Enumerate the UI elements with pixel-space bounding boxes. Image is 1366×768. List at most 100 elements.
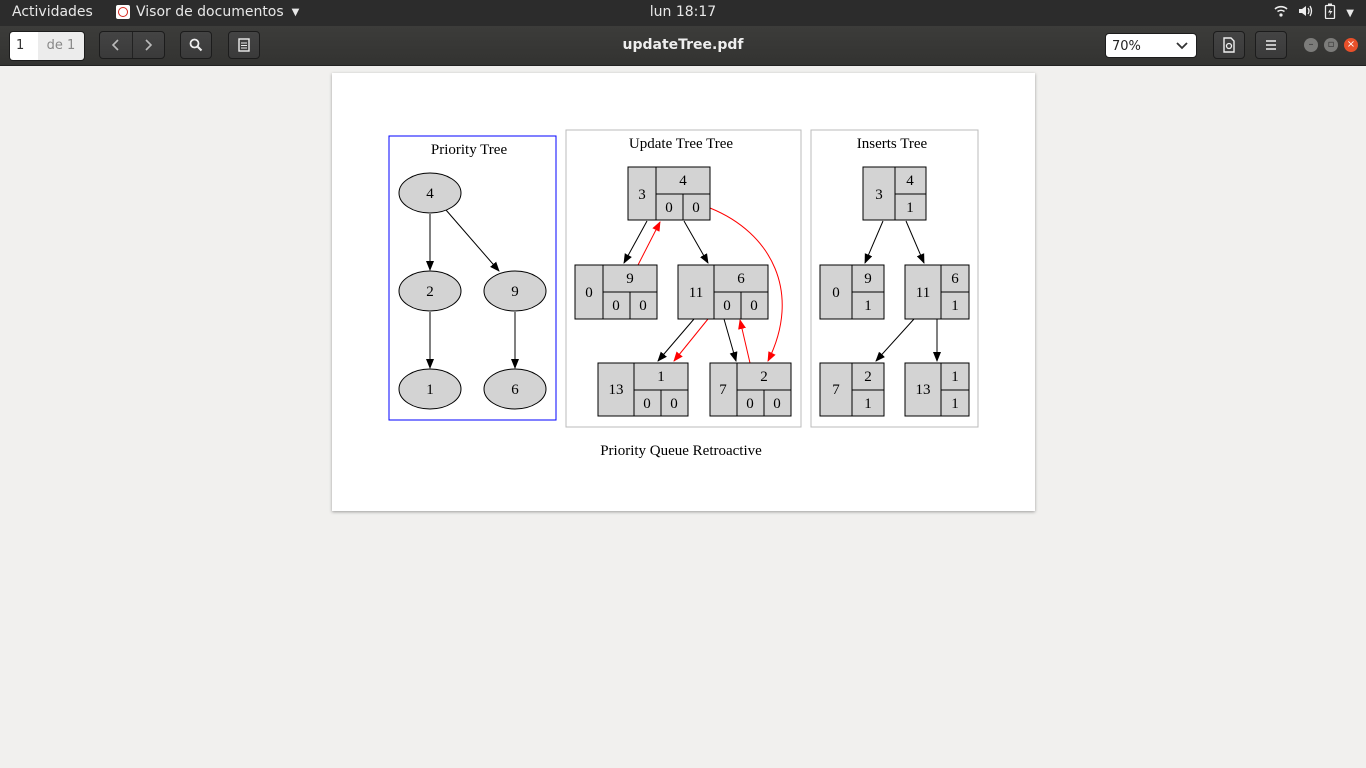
update-edge xyxy=(709,207,783,362)
record-node: 13 1 0 0 xyxy=(597,362,689,417)
node-key: 7 xyxy=(719,382,727,398)
node-field: 0 xyxy=(692,200,700,216)
record-node: 0 9 1 xyxy=(819,264,885,320)
page-selector: 1 de 1 xyxy=(9,31,85,61)
sidebar-toggle-button[interactable] xyxy=(228,31,260,59)
minimize-icon: – xyxy=(1308,39,1314,50)
update-edge xyxy=(637,221,661,266)
chevron-right-icon xyxy=(145,39,153,51)
page-number-input[interactable]: 1 xyxy=(10,32,38,60)
node-value: 4 xyxy=(679,173,687,189)
node-label: 1 xyxy=(426,382,434,398)
zoom-value: 70% xyxy=(1112,39,1141,54)
document-viewer-icon xyxy=(116,5,130,19)
update-tree-cluster: Update Tree Tree 3 4 0 0 xyxy=(565,129,802,428)
next-page-button[interactable] xyxy=(133,32,165,58)
node-field: 0 xyxy=(665,200,673,216)
node-value: 1 xyxy=(951,369,959,385)
minimize-button[interactable]: – xyxy=(1304,38,1318,52)
edge xyxy=(905,220,925,264)
priority-tree-title: Priority Tree xyxy=(431,142,508,158)
edge xyxy=(875,318,915,362)
node-value: 9 xyxy=(864,271,872,287)
annotations-button[interactable] xyxy=(1213,31,1245,59)
node-key: 0 xyxy=(832,285,840,301)
tree-node xyxy=(398,270,462,312)
chevron-left-icon xyxy=(111,39,119,51)
node-key: 13 xyxy=(609,382,624,398)
update-tree-border xyxy=(565,129,802,428)
node-key: 0 xyxy=(585,285,593,301)
battery-icon xyxy=(1324,3,1336,23)
record-node: 11 6 1 xyxy=(904,264,970,320)
node-value: 4 xyxy=(906,173,914,189)
record-node: 13 1 1 xyxy=(904,362,970,417)
node-field: 0 xyxy=(612,298,620,314)
node-value: 9 xyxy=(626,271,634,287)
node-field: 0 xyxy=(670,396,678,412)
node-field: 1 xyxy=(864,396,872,412)
record-node: 0 9 0 0 xyxy=(574,264,658,320)
close-button[interactable]: × xyxy=(1344,38,1358,52)
app-menu[interactable]: Visor de documentos ▼ xyxy=(116,4,299,20)
edge xyxy=(623,220,648,264)
tree-node xyxy=(398,172,462,214)
page-total-label: de 1 xyxy=(38,32,84,60)
node-field: 0 xyxy=(773,396,781,412)
node-value: 2 xyxy=(760,369,768,385)
system-tray[interactable]: ▼ xyxy=(1274,3,1354,23)
node-field: 1 xyxy=(951,396,959,412)
node-value: 2 xyxy=(864,369,872,385)
top-bar: Actividades Visor de documentos ▼ lun 18… xyxy=(0,0,1366,26)
header-bar: 1 de 1 updateTree.pdf 70% – ▫ × xyxy=(0,26,1366,66)
previous-page-button[interactable] xyxy=(100,32,133,58)
tree-node xyxy=(483,270,547,312)
update-edge xyxy=(738,319,751,364)
page-navigation xyxy=(99,31,165,59)
document-pages-icon xyxy=(238,38,250,52)
record-node: 11 6 0 0 xyxy=(677,264,769,320)
node-field: 1 xyxy=(864,298,872,314)
volume-icon xyxy=(1298,4,1314,22)
record-node: 7 2 0 0 xyxy=(709,362,792,417)
node-key: 3 xyxy=(875,187,883,203)
node-field: 0 xyxy=(750,298,758,314)
node-value: 6 xyxy=(951,271,959,287)
node-label: 4 xyxy=(426,186,434,202)
node-value: 6 xyxy=(737,271,745,287)
maximize-icon: ▫ xyxy=(1327,39,1335,50)
close-icon: × xyxy=(1346,39,1356,50)
node-field: 1 xyxy=(951,298,959,314)
inserts-tree-border xyxy=(810,129,979,428)
edge xyxy=(683,220,709,264)
figure-caption: Priority Queue Retroactive xyxy=(600,443,762,459)
zoom-select[interactable]: 70% xyxy=(1105,33,1197,58)
edge xyxy=(864,220,884,264)
graph-figure: Priority Tree 4 2 9 1 6 Update Tree Tree xyxy=(388,129,979,459)
edge xyxy=(445,209,500,272)
menu-button[interactable] xyxy=(1255,31,1287,59)
caret-down-icon: ▼ xyxy=(291,6,300,18)
hamburger-menu-icon xyxy=(1266,40,1276,50)
node-field: 0 xyxy=(639,298,647,314)
node-field: 1 xyxy=(906,200,914,216)
node-key: 11 xyxy=(689,285,703,301)
priority-tree-border xyxy=(388,135,557,421)
node-key: 7 xyxy=(832,382,840,398)
wifi-icon xyxy=(1274,4,1288,22)
activities-button[interactable]: Actividades xyxy=(12,4,93,20)
update-tree-title: Update Tree Tree xyxy=(629,136,734,152)
chevron-down-icon xyxy=(1176,34,1188,59)
app-menu-label: Visor de documentos xyxy=(136,4,284,20)
node-key: 3 xyxy=(638,187,646,203)
search-icon xyxy=(189,38,203,52)
update-edge xyxy=(673,318,709,362)
maximize-button[interactable]: ▫ xyxy=(1324,38,1338,52)
tree-node xyxy=(398,368,462,410)
node-value: 1 xyxy=(657,369,665,385)
record-node: 3 4 0 0 xyxy=(627,166,711,221)
tree-node xyxy=(483,368,547,410)
search-button[interactable] xyxy=(180,31,212,59)
node-field: 0 xyxy=(723,298,731,314)
priority-tree-cluster: Priority Tree 4 2 9 1 6 xyxy=(388,135,557,421)
